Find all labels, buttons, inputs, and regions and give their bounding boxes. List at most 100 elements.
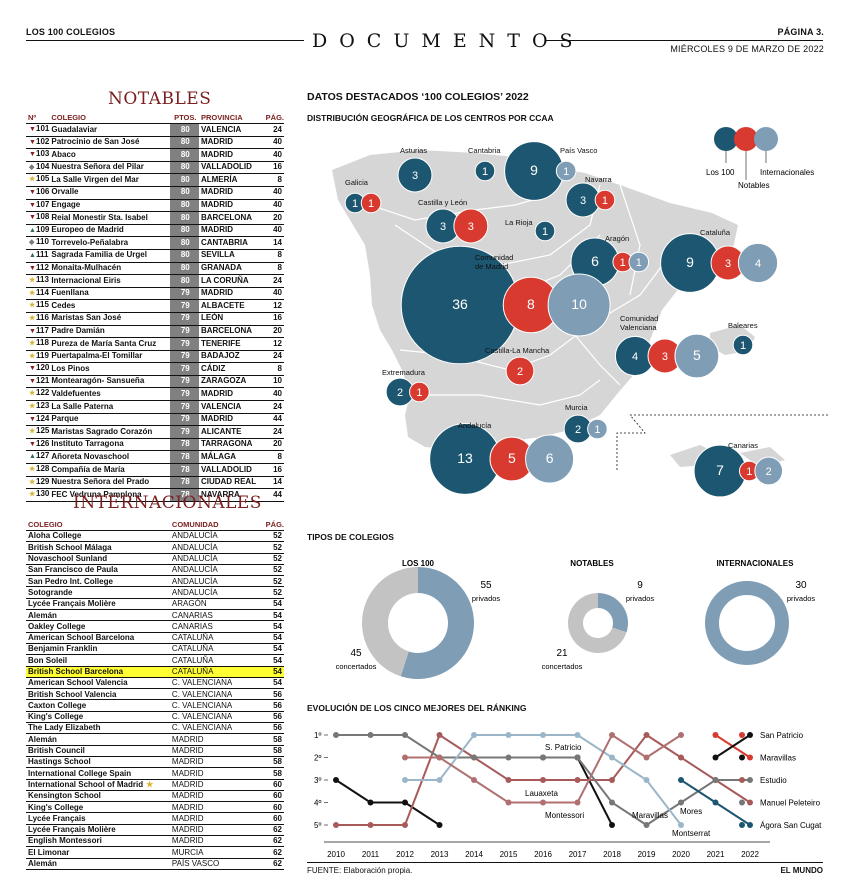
- col-pag: PÁG.: [262, 112, 284, 124]
- pag-cell: 40: [262, 199, 284, 213]
- credit: EL MUNDO: [780, 866, 823, 875]
- bubble-notables-value: 1: [368, 198, 374, 210]
- trend-down-icon: ▼: [29, 214, 36, 222]
- table-row: ▼124 Parque 79 MADRID 44: [26, 413, 284, 427]
- region-label: Galicia: [345, 178, 369, 187]
- donut-privados: [705, 581, 789, 665]
- trend-star-icon: ★: [29, 176, 36, 184]
- ptos-cell: 80: [169, 211, 199, 225]
- trend-down-icon: ▼: [29, 126, 36, 133]
- provincia-cell: CIUDAD REAL: [198, 476, 263, 490]
- legend-marker: [739, 754, 745, 761]
- internacionales-header: COLEGIO COMUNIDAD PÁG.: [26, 519, 284, 531]
- x-tick-label: 2010: [327, 850, 345, 859]
- comunidad-cell: C. VALENCIANA: [169, 688, 259, 701]
- colegio-cell: International School of Madrid ★: [26, 779, 170, 791]
- comunidad-cell: CATALUÑA: [169, 643, 259, 656]
- bubble-notables-value: 1: [746, 466, 752, 478]
- colegio-cell: Guadalaviar: [49, 123, 170, 137]
- region-label: Murcia: [565, 403, 588, 412]
- region-label: La Rioja: [505, 218, 533, 227]
- colegio-cell: Novaschool Sunland: [26, 553, 170, 565]
- colegio-cell: Alemán: [26, 733, 170, 746]
- table-row: Alemán MADRID 58: [26, 733, 284, 746]
- comunidad-cell: MADRID: [169, 767, 259, 780]
- colegio-cell: Lycée Français Molière: [26, 824, 170, 837]
- trend-down-icon: ▼: [29, 377, 36, 385]
- legend-internacionales: Internacionales: [760, 168, 814, 177]
- concertados-value: 45: [350, 648, 362, 659]
- ptos-cell: 78: [169, 438, 199, 452]
- pag-cell: 62: [258, 846, 284, 859]
- comunidad-cell: CATALUÑA: [169, 632, 259, 644]
- provincia-cell: LA CORUÑA: [198, 274, 263, 288]
- ptos-cell: 78: [169, 476, 199, 490]
- pag-cell: 40: [262, 287, 284, 301]
- pag-cell: 24: [262, 350, 284, 364]
- table-row: Alemán PAÍS VASCO 62: [26, 858, 284, 870]
- rank-cell: ★115: [26, 299, 50, 313]
- trend-star-icon: ★: [29, 491, 36, 499]
- table-row: ◆ 110 Torrevelo-Peñalabra 80 CANTABRIA 14: [26, 236, 284, 250]
- bubble-internacionales: [525, 434, 575, 484]
- comunidad-cell: CATALUÑA: [169, 654, 259, 667]
- table-row: ★116 Maristas San José 79 LEÓN 16: [26, 312, 284, 326]
- rank-cell: ▼108: [26, 211, 50, 225]
- table-row: ▼120 Los Pinos 79 CÁDIZ 8: [26, 362, 284, 376]
- comunidad-cell: ANDALUCÍA: [169, 541, 259, 554]
- table-row: ★123 La Salle Paterna 79 VALENCIA 24: [26, 400, 284, 414]
- colegio-cell: Instituto Tarragona: [49, 438, 170, 452]
- region-label: Asturias: [400, 146, 427, 155]
- bubble-internacionales-value: 1: [636, 257, 642, 269]
- ranking-line-chart: 1º 2º 3º 4º 5º 2010 2011 2012 2013 2014 2015 2016 20…: [314, 731, 822, 859]
- region-label: Extremadura: [382, 368, 426, 377]
- tipos-title: TIPOS DE COLEGIOS: [307, 532, 394, 542]
- concertados-value: 21: [556, 648, 568, 659]
- provincia-cell: MÁLAGA: [198, 450, 263, 465]
- pag-cell: 24: [262, 400, 284, 414]
- donut-concertados: [568, 593, 627, 653]
- bubble-notables-value: 3: [725, 258, 731, 270]
- bubble-los100: [732, 334, 754, 356]
- colegio-cell: The Lady Elizabeth: [26, 722, 170, 735]
- colegio-cell: King's College: [26, 801, 170, 814]
- bubble-los100-value: 6: [591, 253, 599, 269]
- table-row: International School of Madrid ★ MADRID 60: [26, 779, 284, 791]
- provincia-cell: MADRID: [198, 186, 263, 200]
- series-line: [336, 733, 751, 826]
- table-row: ★114 Fuenllana 79 MADRID 40: [26, 287, 284, 301]
- provincia-cell: MADRID: [198, 387, 263, 402]
- rank-cell: ▼121: [26, 375, 50, 389]
- table-row: Lycée Français Molière MADRID 62: [26, 824, 284, 837]
- ptos-cell: 80: [169, 161, 199, 175]
- bubble-los100-value: 13: [457, 450, 473, 466]
- map-title: DISTRIBUCIÓN GEOGRÁFICA DE LOS CENTROS P…: [307, 113, 554, 123]
- table-row: Novaschool Sunland ANDALUCÍA 52: [26, 553, 284, 565]
- comunidad-cell: C. VALENCIANA: [169, 699, 259, 712]
- series-legend-label: Maravillas: [760, 754, 796, 763]
- legend-notables-swatch: [734, 127, 758, 151]
- comunidad-cell: CANARIAS: [169, 609, 259, 622]
- provincia-cell: BARCELONA: [198, 211, 263, 225]
- region-label: Baleares: [728, 321, 758, 330]
- trend-up-icon: ▲: [29, 251, 36, 259]
- colegio-cell: Alemán: [26, 609, 170, 622]
- colegio-cell: El Limonar: [26, 846, 170, 859]
- colegio-cell: Oakley College: [26, 620, 170, 633]
- ptos-cell: 80: [169, 186, 199, 200]
- x-tick-label: 2013: [431, 850, 449, 859]
- colegio-cell: British School Barcelona: [26, 666, 170, 678]
- bubble-los100-value: 7: [716, 462, 724, 478]
- bubble-los100-value: 9: [686, 254, 694, 270]
- table-row: ▼102 Patrocinio de San José 80 MADRID 40: [26, 136, 284, 150]
- chart-annotation: Montessori: [545, 811, 584, 820]
- comunidad-cell: ANDALUCÍA: [169, 553, 259, 565]
- trend-star-icon: ★: [29, 466, 36, 474]
- bubble-notables-value: 3: [468, 221, 474, 233]
- comunidad-cell: MADRID: [169, 779, 259, 791]
- col-provincia: PROVINCIA: [198, 112, 263, 124]
- pag-cell: 58: [258, 756, 284, 769]
- donut-label: INTERNACIONALES: [717, 559, 795, 568]
- trend-star-icon: ★: [29, 302, 36, 310]
- pag-cell: 44: [262, 488, 284, 502]
